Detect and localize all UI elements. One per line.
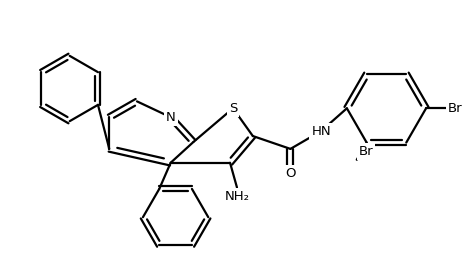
Text: NH₂: NH₂: [225, 191, 250, 204]
Text: N: N: [166, 111, 176, 124]
Text: HN: HN: [311, 125, 331, 138]
Text: O: O: [285, 167, 296, 180]
Text: Br: Br: [448, 102, 463, 115]
Text: Br: Br: [359, 145, 374, 158]
Text: S: S: [229, 102, 237, 115]
